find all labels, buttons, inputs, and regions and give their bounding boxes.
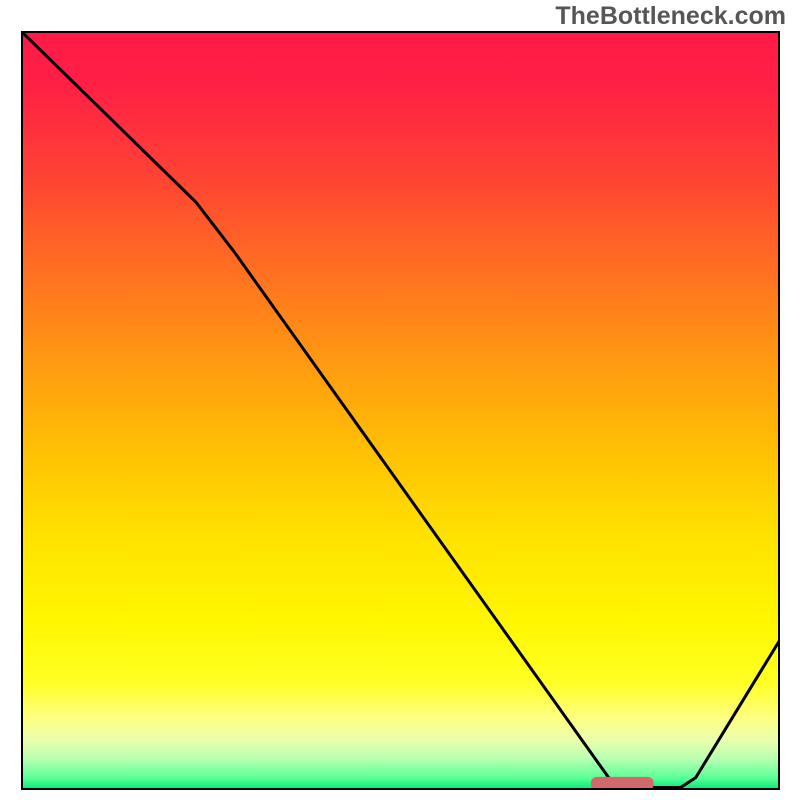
chart-container: { "watermark": { "text": "TheBottleneck.… <box>0 0 800 800</box>
bottleneck-chart <box>0 0 800 800</box>
watermark-text: TheBottleneck.com <box>555 2 786 31</box>
gradient-background <box>22 32 779 789</box>
